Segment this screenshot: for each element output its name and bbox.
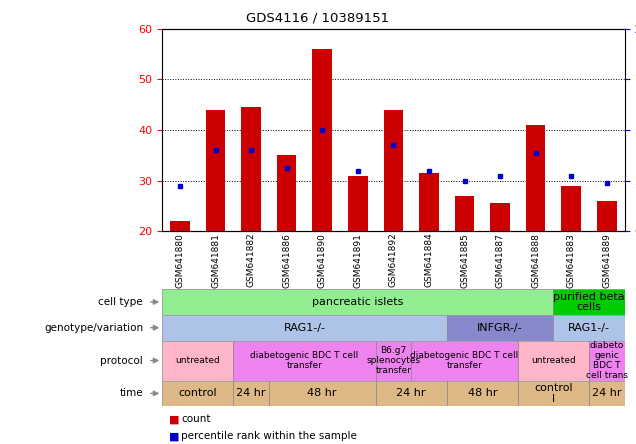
- Text: 48 hr: 48 hr: [307, 388, 337, 398]
- Bar: [553, 315, 625, 341]
- Bar: [553, 289, 625, 315]
- Bar: [162, 381, 233, 406]
- Bar: [269, 381, 376, 406]
- Bar: [277, 155, 296, 231]
- Bar: [526, 125, 546, 231]
- Bar: [518, 341, 589, 381]
- Bar: [233, 381, 269, 406]
- Text: protocol: protocol: [100, 356, 143, 365]
- Bar: [419, 173, 439, 231]
- Bar: [162, 289, 553, 315]
- Text: ■: ■: [169, 432, 179, 441]
- Bar: [589, 381, 625, 406]
- Text: 24 hr: 24 hr: [237, 388, 266, 398]
- Bar: [241, 107, 261, 231]
- Bar: [597, 201, 616, 231]
- Bar: [162, 341, 233, 381]
- Bar: [589, 341, 625, 381]
- Bar: [348, 176, 368, 231]
- Bar: [562, 186, 581, 231]
- Text: control: control: [179, 388, 217, 398]
- Text: untreated: untreated: [531, 356, 576, 365]
- Text: 24 hr: 24 hr: [396, 388, 426, 398]
- Bar: [411, 341, 518, 381]
- Bar: [446, 315, 553, 341]
- Bar: [384, 110, 403, 231]
- Text: count: count: [181, 414, 211, 424]
- Bar: [376, 381, 446, 406]
- Text: pancreatic islets: pancreatic islets: [312, 297, 403, 307]
- Bar: [518, 381, 589, 406]
- Bar: [446, 381, 518, 406]
- Bar: [233, 341, 376, 381]
- Bar: [490, 203, 510, 231]
- Bar: [170, 221, 190, 231]
- Bar: [312, 49, 332, 231]
- Text: 24 hr: 24 hr: [592, 388, 621, 398]
- Text: percentile rank within the sample: percentile rank within the sample: [181, 432, 357, 441]
- Text: ■: ■: [169, 414, 179, 424]
- Bar: [206, 110, 225, 231]
- Text: B6.g7
splenocytes
transfer: B6.g7 splenocytes transfer: [366, 346, 420, 375]
- Text: RAG1-/-: RAG1-/-: [284, 323, 326, 333]
- Bar: [455, 196, 474, 231]
- Text: diabetogenic BDC T cell
transfer: diabetogenic BDC T cell transfer: [251, 351, 359, 370]
- Text: INFGR-/-: INFGR-/-: [477, 323, 523, 333]
- Text: untreated: untreated: [176, 356, 220, 365]
- Text: diabetogenic BDC T cell
transfer: diabetogenic BDC T cell transfer: [410, 351, 518, 370]
- Text: 48 hr: 48 hr: [467, 388, 497, 398]
- Text: genotype/variation: genotype/variation: [44, 323, 143, 333]
- Text: RAG1-/-: RAG1-/-: [568, 323, 610, 333]
- Text: time: time: [120, 388, 143, 398]
- Text: purified beta
cells: purified beta cells: [553, 292, 625, 312]
- Text: cell type: cell type: [99, 297, 143, 307]
- Bar: [162, 315, 446, 341]
- Text: control
l: control l: [534, 383, 573, 404]
- Bar: [376, 341, 411, 381]
- Text: diabeto
genic
BDC T
cell trans: diabeto genic BDC T cell trans: [586, 341, 628, 380]
- Text: GDS4116 / 10389151: GDS4116 / 10389151: [246, 11, 390, 24]
